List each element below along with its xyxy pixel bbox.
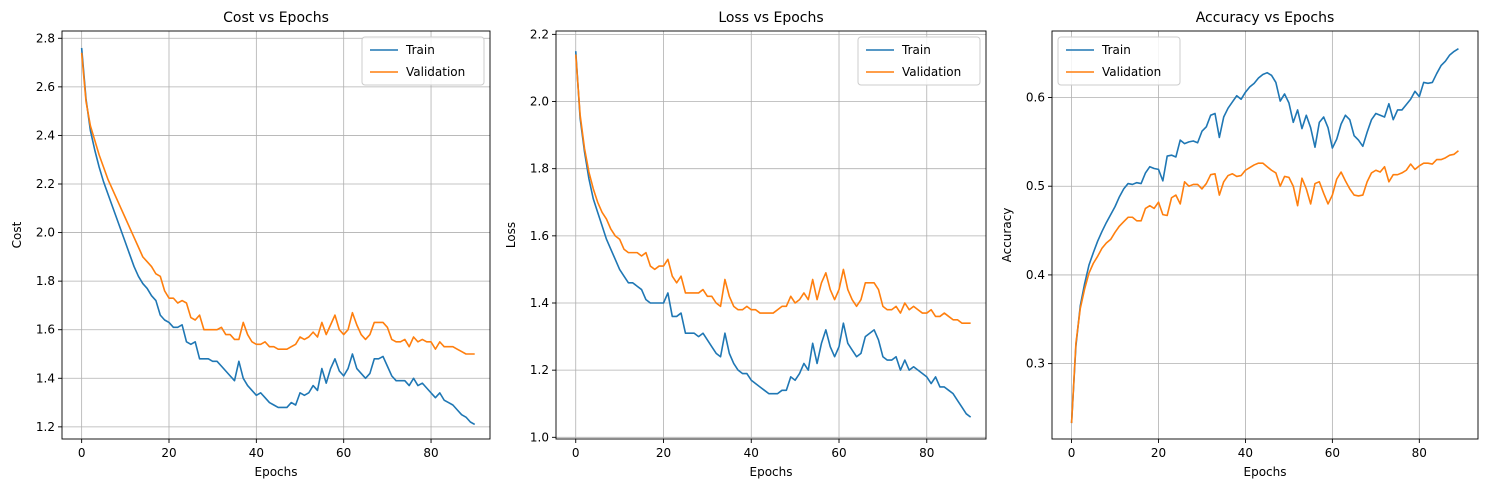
y-tick-label: 1.6 — [530, 229, 549, 243]
x-axis-label: Epochs — [750, 465, 793, 479]
x-tick-label: 40 — [249, 446, 264, 460]
y-tick-label: 0.6 — [1026, 91, 1045, 105]
x-tick-label: 40 — [744, 446, 759, 460]
series-line-validation — [574, 54, 971, 324]
series-line-train — [1070, 48, 1459, 424]
y-axis-label: Cost — [10, 221, 24, 248]
y-tick-label: 2.0 — [530, 95, 549, 109]
y-axis-label: Accuracy — [1000, 208, 1014, 263]
x-tick-label: 80 — [919, 446, 934, 460]
y-tick-label: 1.4 — [530, 296, 549, 310]
legend-box — [361, 36, 485, 86]
y-tick-label: 1.6 — [36, 323, 55, 337]
legend-label-validation: Validation — [1102, 65, 1161, 79]
x-tick-label: 20 — [656, 446, 671, 460]
x-tick-label: 0 — [78, 446, 86, 460]
y-tick-label: 1.2 — [530, 363, 549, 377]
legend-label-train: Train — [1101, 43, 1131, 57]
axes-frame — [555, 30, 987, 440]
x-tick-label: 60 — [1325, 446, 1340, 460]
legend: Train Validation — [361, 36, 485, 86]
axes-frame — [61, 30, 491, 440]
series-line-validation — [80, 52, 475, 355]
chart-panel-3: 0 20 40 60 80 0.3 0.4 0.5 0.6 Accuracy vs Epochs E… — [1000, 10, 1479, 479]
x-tick-label: 0 — [572, 446, 580, 460]
y-tick-label: 1.4 — [36, 371, 55, 385]
y-tick-label: 0.5 — [1026, 179, 1045, 193]
y-tick-label: 2.4 — [36, 128, 55, 142]
y-tick-label: 2.8 — [36, 31, 55, 45]
legend-label-validation: Validation — [406, 65, 465, 79]
y-tick-label: 1.0 — [530, 430, 549, 444]
y-tick-label: 1.8 — [36, 274, 55, 288]
series-line-train — [574, 51, 972, 418]
chart-panel-2: 0 20 40 60 80 1.0 1.2 1.4 1.6 1.8 2.0 2.2 Loss vs Ep… — [504, 10, 987, 479]
x-axis-label: Epochs — [255, 465, 298, 479]
series-line-validation — [1070, 150, 1459, 424]
legend-box — [857, 36, 981, 86]
legend-label-validation: Validation — [902, 65, 961, 79]
legend-box — [1057, 36, 1181, 86]
y-tick-label: 0.4 — [1026, 268, 1045, 282]
chart-title: Accuracy vs Epochs — [1196, 10, 1335, 26]
legend: Train Validation — [857, 36, 981, 86]
y-tick-label: 2.2 — [36, 177, 55, 191]
y-tick-label: 1.2 — [36, 420, 55, 434]
y-tick-label: 2.2 — [530, 27, 549, 41]
x-tick-label: 20 — [161, 446, 176, 460]
y-axis-label: Loss — [504, 222, 518, 248]
x-tick-label: 0 — [1068, 446, 1076, 460]
y-tick-label: 2.0 — [36, 226, 55, 240]
x-tick-label: 40 — [1238, 446, 1253, 460]
legend: Train Validation — [1057, 36, 1181, 86]
x-tick-label: 60 — [831, 446, 846, 460]
x-tick-label: 60 — [336, 446, 351, 460]
series-line-train — [80, 47, 476, 426]
legend-label-train: Train — [405, 43, 435, 57]
chart-title: Cost vs Epochs — [223, 10, 329, 26]
chart-title: Loss vs Epochs — [718, 10, 823, 26]
y-tick-label: 1.8 — [530, 162, 549, 176]
y-tick-label: 0.3 — [1026, 357, 1045, 371]
x-tick-label: 80 — [423, 446, 438, 460]
legend-label-train: Train — [901, 43, 931, 57]
y-tick-label: 2.6 — [36, 80, 55, 94]
x-axis-label: Epochs — [1244, 465, 1287, 479]
axes-frame — [1051, 30, 1479, 440]
chart-panel-1: 0 20 40 60 80 1.2 1.4 1.6 1.8 2.0 2.2 2.4 2.6 2.8 Cost… — [10, 10, 491, 479]
x-tick-label: 80 — [1412, 446, 1427, 460]
x-tick-label: 20 — [1151, 446, 1166, 460]
